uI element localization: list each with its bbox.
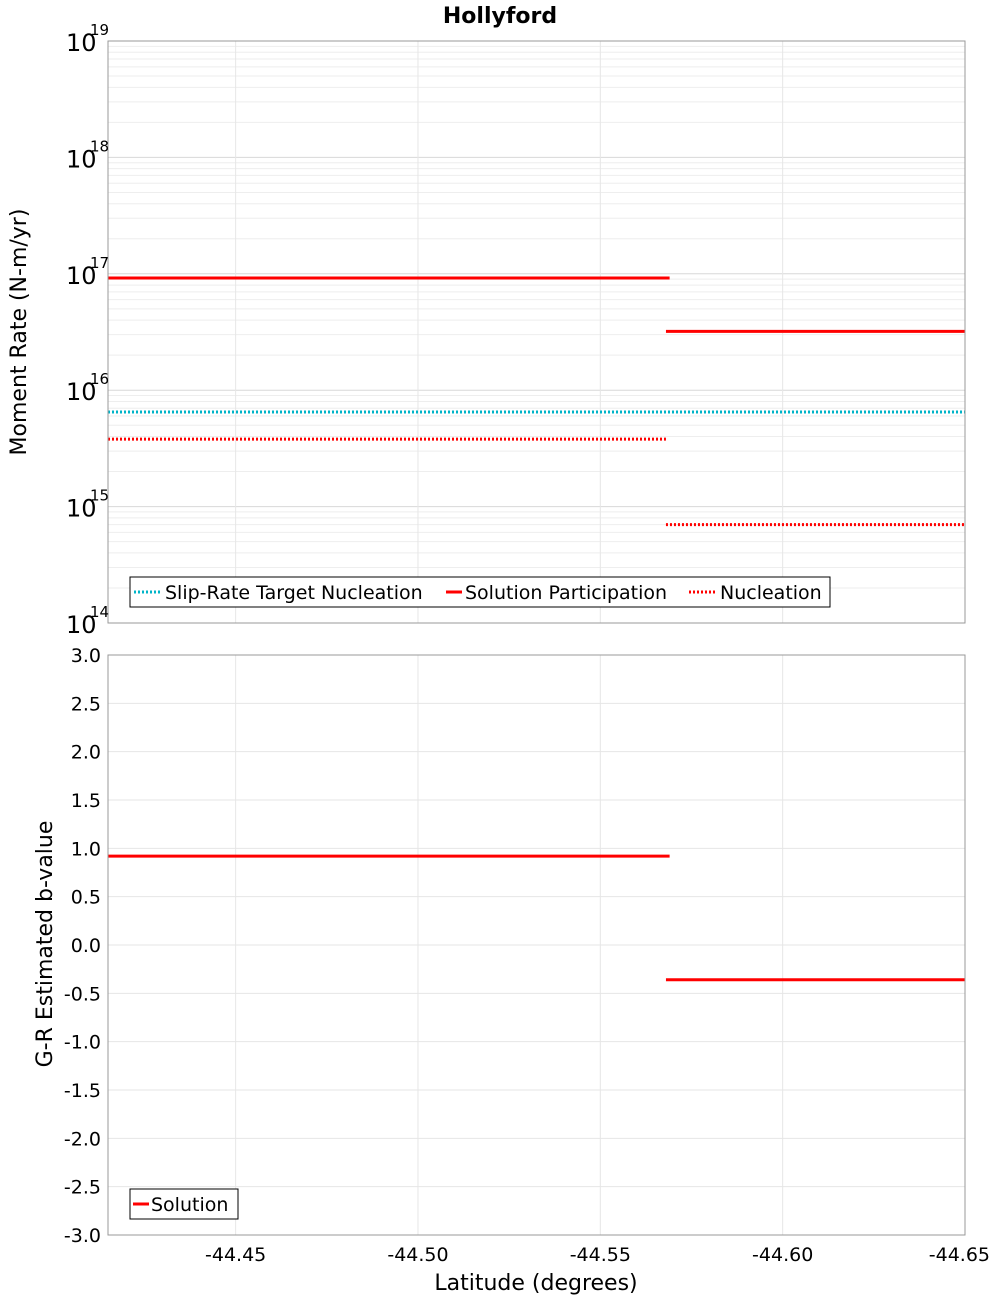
- bottom-y-tick-label: -1.0: [64, 1032, 101, 1054]
- bottom-y-tick-label: 3.0: [71, 645, 101, 667]
- top-plot-series: [108, 276, 965, 527]
- bottom-y-tick-label: 0.5: [71, 887, 101, 909]
- bottom-legend: Solution: [129, 1188, 239, 1220]
- bottom-plot-frame: [107, 654, 966, 1236]
- bottom-y-tick-label: -2.0: [64, 1128, 101, 1150]
- chart-title: Hollyford: [443, 4, 557, 29]
- bottom-y-tick-label: 0.0: [71, 935, 101, 957]
- x-tick-labels: -44.45 -44.50 -44.55 -44.60 -44.65: [205, 1244, 990, 1266]
- top-y-axis-label: Moment Rate (N-m/yr): [7, 209, 32, 456]
- x-tick-label: -44.50: [387, 1244, 448, 1266]
- bottom-y-tick-label: 2.0: [71, 742, 101, 764]
- legend-label-solution-participation: Solution Participation: [465, 582, 667, 604]
- legend-label-slip-rate-target-nucleation: Slip-Rate Target Nucleation: [165, 582, 423, 604]
- x-axis-label: Latitude (degrees): [434, 1271, 637, 1296]
- tick-exponent: 16: [90, 370, 109, 388]
- legend-label-solution: Solution: [151, 1194, 228, 1216]
- top-plot-grid: [108, 41, 966, 624]
- bottom-y-tick-label: 2.5: [71, 693, 101, 715]
- legend-label-nucleation: Nucleation: [720, 582, 822, 604]
- tick-base: 10: [66, 145, 97, 173]
- tick-base: 10: [66, 495, 97, 523]
- tick-exponent: 17: [90, 254, 109, 272]
- x-tick-label: -44.45: [205, 1244, 266, 1266]
- tick-exponent: 15: [90, 487, 109, 505]
- tick-exponent: 18: [90, 137, 109, 155]
- top-legend-box: [129, 576, 831, 608]
- bottom-y-tick-label: -0.5: [64, 983, 101, 1005]
- tick-base: 10: [66, 378, 97, 406]
- tick-base: 10: [66, 262, 97, 290]
- bottom-y-tick-label: -2.5: [64, 1177, 101, 1199]
- bottom-y-tick-label: 1.5: [71, 790, 101, 812]
- x-tick-label: -44.65: [929, 1244, 990, 1266]
- bottom-y-tick-labels: 3.0 2.5 2.0 1.5 1.0 0.5 0.0 -0.5 -1.0 -1.5 -2.0 -2.…: [64, 645, 101, 1247]
- tick-exponent: 19: [90, 21, 109, 39]
- bottom-y-axis-label: G-R Estimated b-value: [33, 821, 58, 1068]
- bottom-y-tick-label: -1.5: [64, 1080, 101, 1102]
- bottom-plot-series: [108, 854, 965, 982]
- x-tick-label: -44.60: [752, 1244, 813, 1266]
- tick-base: 10: [66, 29, 97, 57]
- top-legend: Slip-Rate Target Nucleation Solution Par…: [129, 576, 831, 608]
- top-plot-frame: [107, 40, 966, 624]
- x-tick-label: -44.55: [570, 1244, 631, 1266]
- bottom-y-tick-label: -3.0: [64, 1225, 101, 1247]
- tick-exponent: 14: [90, 603, 109, 621]
- bottom-plot-grid: [108, 654, 966, 1236]
- bottom-y-tick-label: 1.0: [71, 838, 101, 860]
- tick-base: 10: [66, 611, 97, 639]
